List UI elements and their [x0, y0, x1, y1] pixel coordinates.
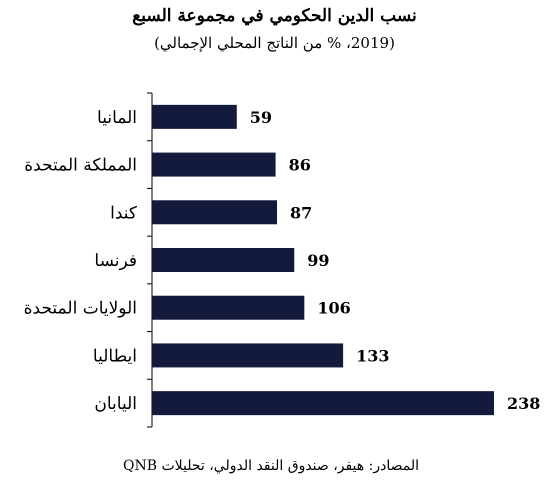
category-label: ايطاليا: [93, 346, 137, 366]
bar-value-label: 86: [289, 156, 311, 175]
chart-title: نسب الدين الحكومي في مجموعة السبع: [132, 6, 417, 26]
bar: [152, 295, 305, 320]
category-label: الولايات المتحدة: [24, 299, 137, 319]
bar: [152, 104, 237, 129]
bar: [152, 391, 494, 416]
bar-value-label: 238: [507, 394, 540, 413]
category-label: المملكة المتحدة: [24, 156, 137, 176]
category-label: كندا: [110, 203, 138, 223]
category-label: فرنسا: [94, 251, 137, 271]
bar-value-label: 87: [290, 203, 312, 222]
bar-value-label: 133: [356, 346, 389, 365]
source-note: المصادر: هيفر، صندوق النقد الدولي، تحليل…: [123, 458, 419, 474]
bar: [152, 200, 278, 225]
bar: [152, 343, 344, 368]
category-label: اليابان: [94, 394, 137, 414]
bar: [152, 152, 276, 177]
bar-value-label: 59: [250, 108, 272, 127]
bar: [152, 248, 295, 272]
bar-value-label: 99: [307, 251, 329, 270]
category-label: المانيا: [97, 108, 137, 128]
bar-value-label: 106: [317, 299, 350, 318]
chart-subtitle: (2019، % من الناتج المحلي الإجمالي): [154, 34, 395, 52]
